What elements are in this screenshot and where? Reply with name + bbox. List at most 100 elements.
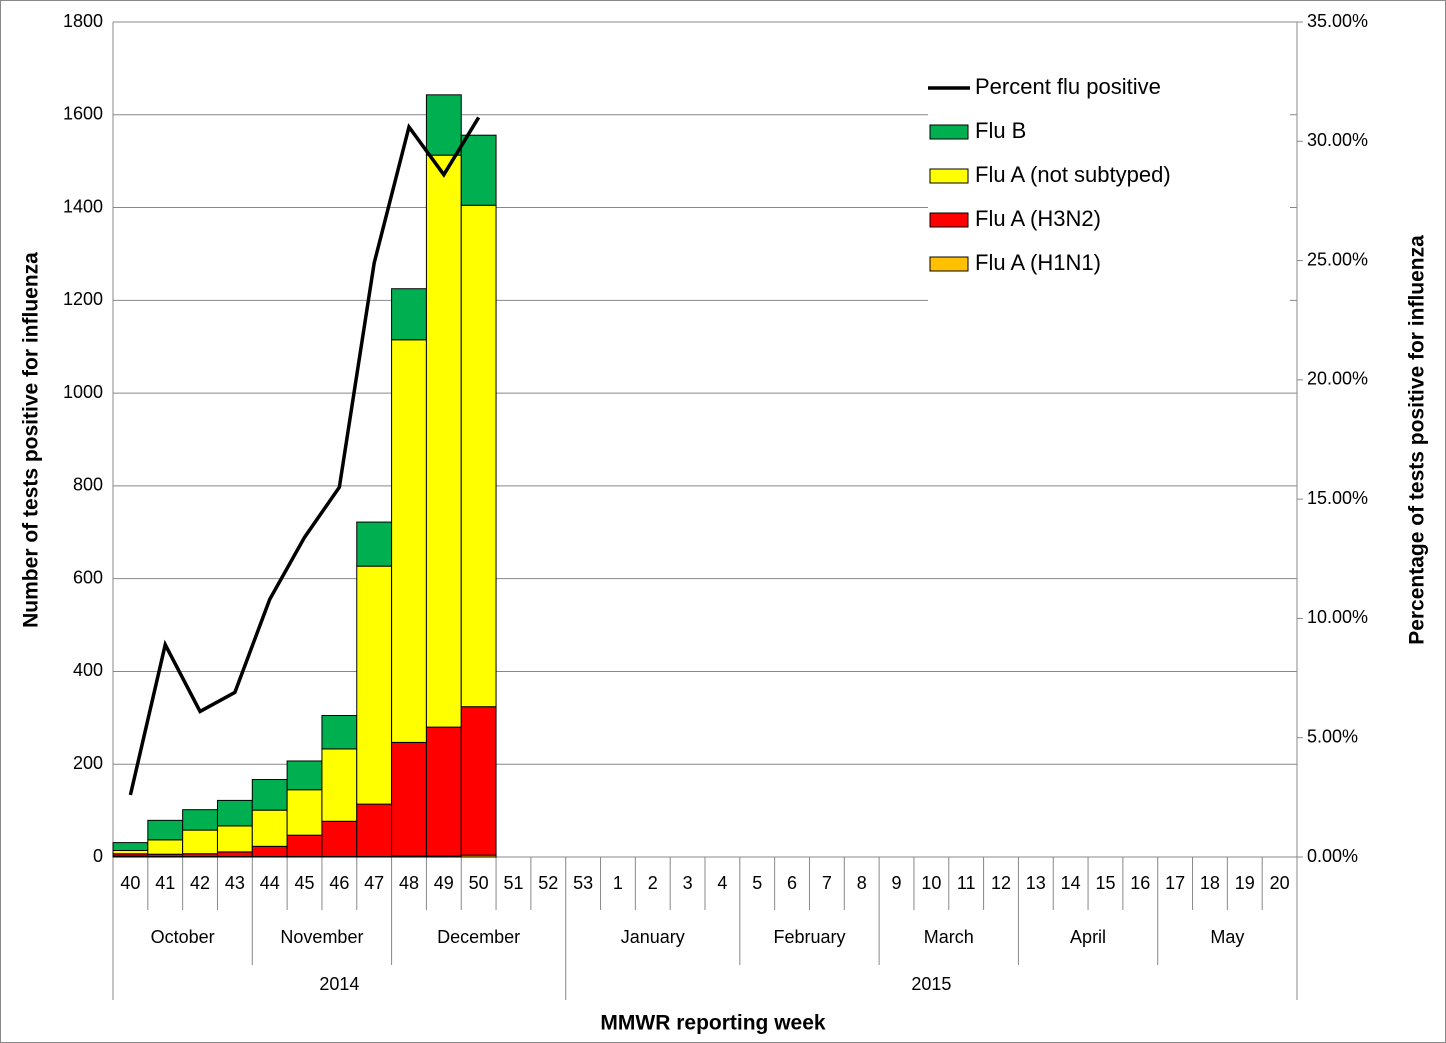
x-tick-label: 18 (1200, 873, 1220, 893)
x-tick-label: 14 (1061, 873, 1081, 893)
legend-swatch (929, 212, 969, 228)
y-tick-label: 1600 (63, 104, 103, 124)
legend-swatch (929, 124, 969, 140)
x-tick-label: 17 (1165, 873, 1185, 893)
year-label: 2014 (319, 974, 359, 994)
bar-segment (251, 779, 288, 811)
year-label: 2015 (911, 974, 951, 994)
y2-axis-title: Percentage of tests positive for influen… (1406, 235, 1429, 645)
x-tick-label: 5 (752, 873, 762, 893)
legend-label: Flu A (H1N1) (975, 250, 1101, 275)
bar-segment (251, 809, 288, 847)
bar-segment (460, 204, 497, 708)
legend-label: Flu A (not subtyped) (975, 162, 1171, 187)
legend-box (928, 70, 1290, 310)
y-axis-title: Number of tests positive for influenza (20, 252, 43, 628)
bar-segment (356, 521, 393, 567)
y-tick-label: 400 (73, 660, 103, 680)
x-tick-label: 3 (683, 873, 693, 893)
legend-label: Flu B (975, 118, 1026, 143)
y-tick-label: 1400 (63, 196, 103, 216)
line (128, 116, 481, 796)
y-tick-label: 1200 (63, 289, 103, 309)
month-label: March (924, 927, 974, 947)
x-tick-label: 20 (1270, 873, 1290, 893)
bar-segment (321, 820, 358, 858)
bar-segment (321, 748, 358, 822)
x-tick-label: 7 (822, 873, 832, 893)
month-label: February (773, 927, 845, 947)
y2-tick-label: 5.00% (1307, 726, 1358, 746)
x-tick-label: 9 (892, 873, 902, 893)
x-tick-label: 40 (120, 873, 140, 893)
bar-segment (182, 809, 218, 831)
x-tick-label: 2 (648, 873, 658, 893)
bar-segment (391, 288, 427, 341)
y-tick-label: 600 (73, 567, 103, 587)
x-tick-label: 6 (787, 873, 797, 893)
y-tick-label: 1000 (63, 382, 103, 402)
month-label: November (280, 927, 363, 947)
bar-segment (391, 741, 427, 857)
bar-segment (321, 715, 358, 750)
bar-segment (460, 706, 497, 856)
bar-segment (216, 851, 253, 858)
bar-segment (216, 799, 253, 827)
bar-segment (251, 845, 288, 858)
month-label: January (621, 927, 685, 947)
y-tick-label: 1800 (63, 11, 103, 31)
bar-segment (286, 789, 323, 836)
month-label: October (151, 927, 215, 947)
x-tick-label: 42 (190, 873, 210, 893)
bar-segment (286, 834, 323, 858)
x-tick-label: 46 (329, 873, 349, 893)
legend-label: Flu A (H3N2) (975, 206, 1101, 231)
bar-segment (460, 134, 497, 206)
x-tick-label: 1 (613, 873, 623, 893)
x-tick-label: 48 (399, 873, 419, 893)
x-tick-label: 41 (155, 873, 175, 893)
x-tick-label: 8 (857, 873, 867, 893)
x-tick-label: 47 (364, 873, 384, 893)
y-tick-label: 800 (73, 475, 103, 495)
bar-segment (356, 565, 393, 805)
bar-segment (425, 726, 462, 857)
legend-swatch (929, 256, 969, 272)
month-label: May (1210, 927, 1244, 947)
bar-segment (216, 825, 253, 853)
x-tick-label: 11 (957, 873, 976, 893)
y-tick-label: 0 (93, 846, 103, 866)
month-label: April (1070, 927, 1106, 947)
x-tick-label: 53 (573, 873, 593, 893)
bar-segment (112, 842, 149, 852)
y2-tick-label: 25.00% (1307, 249, 1368, 269)
x-axis-title: MMWR reporting week (600, 1012, 825, 1035)
x-tick-label: 50 (469, 873, 489, 893)
y-tick-label: 200 (73, 753, 103, 773)
x-tick-label: 16 (1130, 873, 1150, 893)
legend-swatch (929, 168, 969, 184)
bar-segment (182, 829, 218, 855)
y2-tick-label: 15.00% (1307, 488, 1368, 508)
x-tick-label: 12 (991, 873, 1011, 893)
x-tick-label: 10 (921, 873, 941, 893)
legend-label: Percent flu positive (975, 74, 1161, 99)
x-tick-label: 49 (434, 873, 454, 893)
y2-tick-label: 20.00% (1307, 369, 1368, 389)
bar-segment (356, 803, 393, 858)
x-tick-label: 45 (295, 873, 315, 893)
x-tick-label: 43 (225, 873, 245, 893)
x-tick-label: 52 (538, 873, 558, 893)
x-tick-label: 19 (1235, 873, 1255, 893)
y2-tick-label: 35.00% (1307, 11, 1368, 31)
bar-segment (286, 760, 323, 791)
x-tick-label: 51 (503, 873, 523, 893)
y2-tick-label: 30.00% (1307, 130, 1368, 150)
bar-segment (391, 339, 427, 743)
y2-tick-label: 10.00% (1307, 607, 1368, 627)
x-tick-label: 13 (1026, 873, 1046, 893)
y2-tick-label: 0.00% (1307, 846, 1358, 866)
x-tick-label: 44 (260, 873, 280, 893)
bar-segment (147, 819, 184, 841)
bar-segment (425, 154, 462, 728)
